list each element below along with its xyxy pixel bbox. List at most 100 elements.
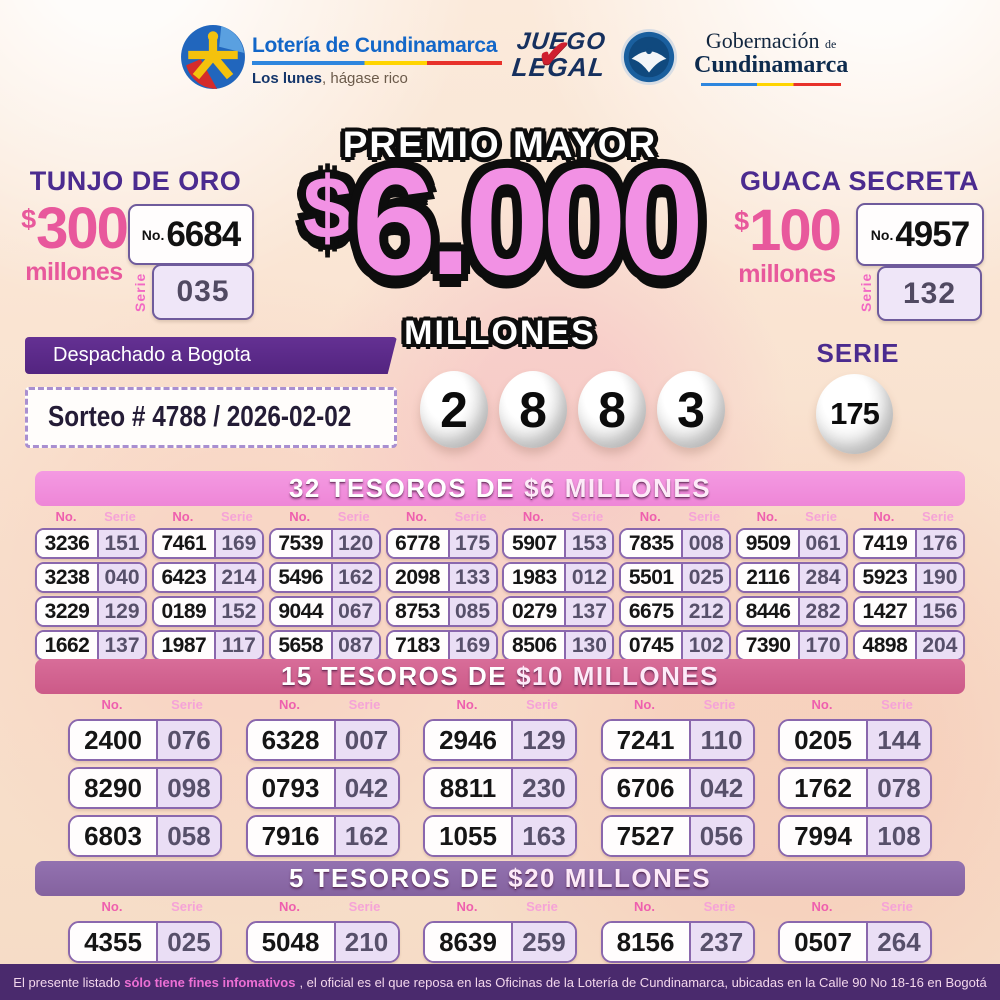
no-column-header: No.	[101, 697, 123, 712]
result-serie: 098	[156, 769, 220, 807]
result-serie: 108	[866, 817, 930, 855]
serie-column-header: Serie	[881, 697, 913, 712]
result-number: 7539	[270, 530, 331, 557]
result-cell: 6675 212	[619, 596, 732, 627]
result-cell: 7916 162	[245, 815, 400, 857]
banner-title: 15 TESOROS DE	[280, 661, 508, 691]
result-serie: 230	[511, 769, 575, 807]
banner-title-bold: $6 MILLONES	[524, 473, 712, 503]
section-banner-10-millones: 15 TESOROS DE $10 MILLONES	[35, 659, 965, 694]
result-number: 9044	[270, 598, 331, 625]
no-column-header: No.	[522, 509, 544, 524]
no-column-header: No.	[456, 697, 478, 712]
guaca-number-box: No. 4957	[856, 203, 984, 266]
result-serie: 025	[156, 923, 220, 961]
result-serie: 264	[866, 923, 930, 961]
result-serie: 085	[447, 598, 496, 625]
result-number: 8156	[602, 923, 689, 961]
no-column-header: No.	[172, 509, 194, 524]
result-cell: 2098 133	[385, 562, 498, 593]
banner-title-bold: $10 MILLONES	[516, 661, 720, 691]
serie-column-header: Serie	[348, 899, 381, 914]
guaca-secreta-title: GUACA SECRETA	[740, 166, 980, 196]
result-serie: 117	[213, 632, 262, 659]
result-cell: 6423 214	[151, 562, 264, 593]
result-serie: 067	[330, 598, 379, 625]
pairs-column: No. Serie 6328 007 0793 042 7916 162	[245, 697, 400, 857]
result-number: 2116	[738, 564, 799, 591]
result-serie: 282	[798, 598, 847, 625]
result-serie: 190	[914, 564, 963, 591]
premio-mayor-amount: $6.000	[240, 146, 760, 298]
tunjo-amount: $300 millones	[14, 200, 134, 285]
result-serie: 012	[564, 564, 613, 591]
result-serie: 162	[330, 564, 379, 591]
result-cell: 7419 176	[852, 528, 965, 559]
result-cell: 8446 282	[736, 596, 849, 627]
no-column-header: No.	[279, 697, 300, 712]
no-label: No.	[141, 226, 165, 243]
result-number: 0205	[780, 721, 866, 759]
result-number: 5501	[621, 564, 682, 591]
disclaimer-bold: sólo tiene fines infomativos	[124, 974, 296, 990]
result-number: 4355	[70, 923, 156, 961]
result-cell: 1662 137	[35, 630, 147, 661]
result-number: 3236	[37, 530, 97, 557]
result-cell: 6706 042	[600, 767, 755, 809]
result-cell: 2946 129	[423, 719, 577, 761]
result-cell: 7241 110	[600, 719, 755, 761]
result-number: 6328	[247, 721, 334, 759]
result-number: 7241	[602, 721, 689, 759]
result-cell: 5501 025	[619, 562, 732, 593]
results-table-20-millones: No. Serie 4355 025 No. Serie 5048 210 No. Serie 86…	[35, 899, 965, 963]
gobernacion-logo: Gobernación de Cundinamarca	[620, 28, 848, 86]
result-serie: 130	[564, 632, 613, 659]
result-cell: 8753 085	[385, 596, 498, 627]
currency-sign: $	[21, 204, 37, 234]
results-table-6-millones: No. Serie 3236 151 3238 040 3229 129 1662 137 No. S…	[35, 509, 965, 661]
result-cell: 5658 087	[268, 630, 381, 661]
result-number: 8753	[387, 598, 448, 625]
result-number: 8639	[425, 923, 511, 961]
sorteo-box: Sorteo # 4788 / 2026-02-02	[25, 387, 397, 448]
tunjo-amount-value: 300	[36, 196, 129, 261]
result-serie: 076	[156, 721, 220, 759]
pairs-column: No. Serie 8639 259	[423, 899, 577, 963]
result-cell: 7461 169	[151, 528, 264, 559]
disclaimer-prefix: El presente listado	[13, 974, 121, 990]
serie-heading: SERIE	[816, 338, 900, 368]
gobernacion-tricolor-bar	[701, 83, 842, 86]
pairs-column: No. Serie 2400 076 8290 098 6803 058	[68, 697, 222, 857]
result-cell: 4898 204	[852, 630, 965, 661]
result-cell: 8639 259	[423, 921, 577, 963]
result-number: 1662	[37, 632, 97, 659]
result-cell: 1983 012	[502, 562, 615, 593]
pairs-column: No. Serie 7461 169 6423 214 0189 152 1987 117	[151, 509, 264, 661]
result-serie: 169	[213, 530, 262, 557]
pairs-column: No. Serie 9509 061 2116 284 8446 282 7390 170	[736, 509, 849, 661]
loteria-tricolor-bar	[252, 61, 502, 65]
result-serie: 110	[688, 721, 753, 759]
loteria-name: Lotería de Cundinamarca	[252, 34, 498, 57]
result-serie: 087	[330, 632, 379, 659]
gobernacion-line1: Gobernación	[705, 28, 820, 53]
result-number: 5907	[504, 530, 565, 557]
result-number: 3238	[37, 564, 97, 591]
result-cell: 3236 151	[35, 528, 147, 559]
loteria-tagline-bold: Los lunes	[252, 70, 323, 87]
serie-column-header: Serie	[220, 509, 253, 524]
result-number: 5923	[854, 564, 915, 591]
tunjo-amount-unit: millones	[25, 258, 123, 286]
result-serie: 137	[97, 632, 145, 659]
no-column-header: No.	[756, 509, 778, 524]
result-number: 7461	[153, 530, 214, 557]
result-cell: 5923 190	[852, 562, 965, 593]
result-serie: 204	[914, 632, 963, 659]
result-number: 7835	[621, 530, 682, 557]
guaca-serie-label: Serie	[858, 272, 874, 312]
result-cell: 4355 025	[68, 921, 222, 963]
serie-column-header: Serie	[703, 697, 736, 712]
result-number: 0793	[247, 769, 334, 807]
result-number: 6675	[621, 598, 682, 625]
result-number: 1427	[854, 598, 915, 625]
